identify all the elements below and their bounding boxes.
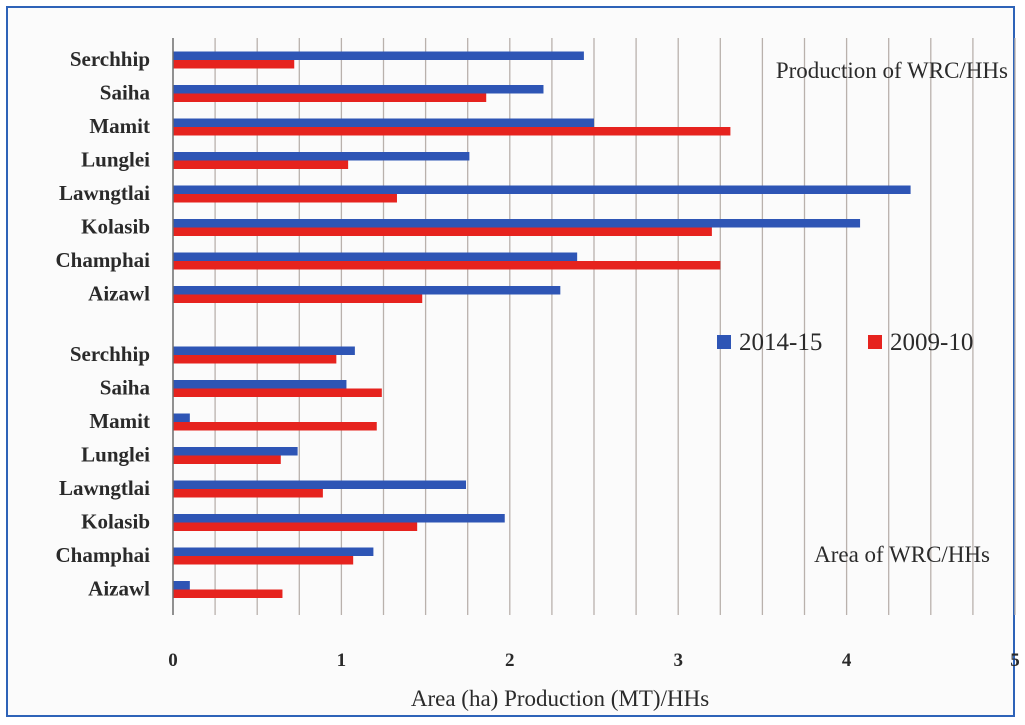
category-label: Serchhip [70,47,150,71]
bar-2014-15 [173,447,298,456]
bar-2009-10 [173,422,377,431]
bar-2014-15 [173,380,347,389]
category-label: Lawngtlai [59,181,150,205]
bar-2009-10 [173,294,423,303]
category-label: Saiha [100,376,151,400]
bar-2014-15 [173,219,861,228]
category-label: Champhai [55,248,150,272]
bar-2014-15 [173,252,578,261]
bar-2014-15 [173,514,505,523]
bar-2014-15 [173,547,374,556]
category-label: Aizawl [88,282,150,306]
bar-2009-10 [173,388,382,397]
bar-2014-15 [173,85,544,94]
bar-2014-15 [173,286,561,295]
bar-2009-10 [173,589,283,598]
bar-2014-15 [173,51,584,60]
bar-2014-15 [173,480,467,489]
category-labels: Serchhip Saiha Mamit Lunglei Lawngtlai Kolasi… [55,47,150,601]
bar-2009-10 [173,160,349,169]
category-label: Lunglei [81,443,150,467]
bar-2009-10 [173,455,281,464]
bar-2009-10 [173,194,397,203]
category-label: Aizawl [88,577,150,601]
bar-2014-15 [173,152,470,161]
x-axis-label: Area (ha) Production (MT)/HHs [411,686,709,711]
category-label: Kolasib [81,215,150,239]
bar-2009-10 [173,556,354,565]
x-tick-label: 0 [168,650,178,671]
bar-2009-10 [173,522,418,531]
x-tick-labels: 0 1 2 3 4 5 [168,650,1020,671]
legend-label-2014-15: 2014-15 [739,329,822,356]
x-tick-label: 2 [505,650,515,671]
category-label: Mamit [89,409,150,433]
legend-label-2009-10: 2009-10 [890,329,973,356]
bar-2009-10 [173,261,721,270]
legend-swatch-2014-15 [717,335,731,349]
production-annotation: Production of WRC/HHs [776,58,1008,83]
legend: 2014-15 2009-10 [717,329,973,356]
bar-2009-10 [173,127,731,136]
category-label: Champhai [55,543,150,567]
bar-2009-10 [173,355,337,364]
area-annotation: Area of WRC/HHs [814,542,990,567]
bar-2009-10 [173,227,712,236]
category-label: Saiha [100,81,151,105]
bar-2009-10 [173,93,487,102]
bar-2014-15 [173,185,911,194]
x-tick-label: 1 [337,650,347,671]
category-label: Kolasib [81,510,150,534]
bar-2014-15 [173,346,355,355]
bar-2014-15 [173,413,190,422]
bar-2009-10 [173,489,323,498]
category-label: Serchhip [70,342,150,366]
legend-swatch-2009-10 [868,335,882,349]
category-label: Lawngtlai [59,476,150,500]
bar-2014-15 [173,581,190,590]
bar-2009-10 [173,60,295,69]
x-tick-label: 5 [1010,650,1020,671]
bar-2014-15 [173,118,594,127]
x-tick-label: 3 [673,650,683,671]
category-label: Mamit [89,114,150,138]
x-tick-label: 4 [842,650,852,671]
category-label: Lunglei [81,148,150,172]
bars [173,51,911,598]
